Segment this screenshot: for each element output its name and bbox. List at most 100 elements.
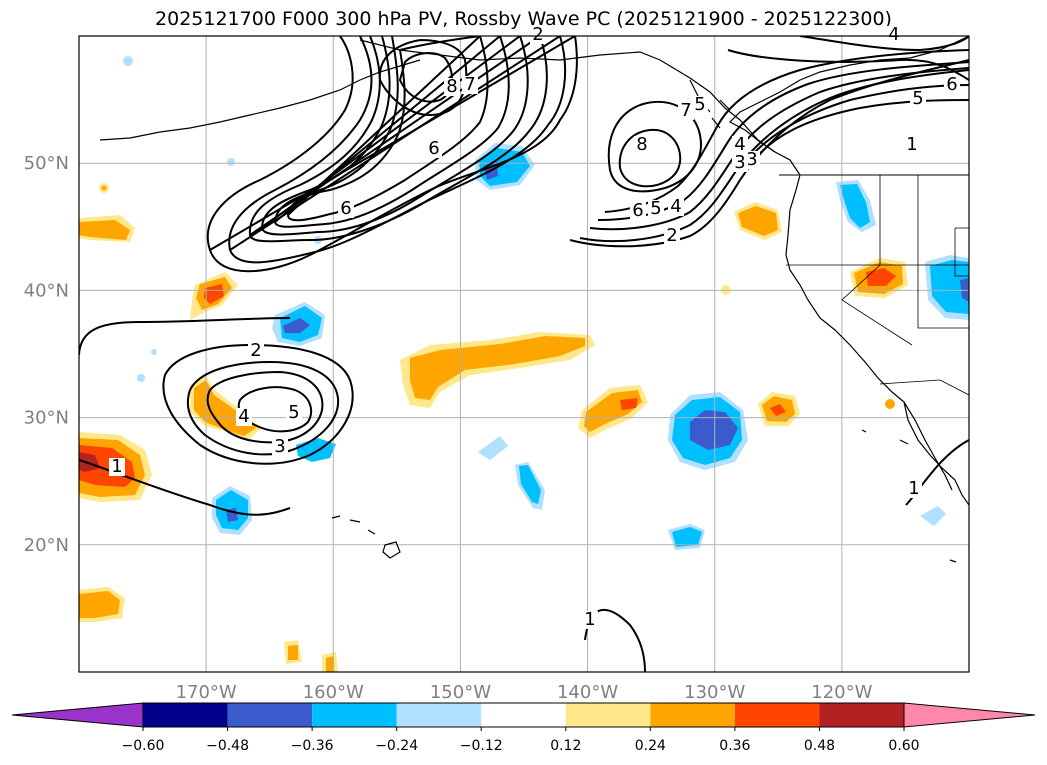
- contour-label: 4: [734, 134, 745, 155]
- colorbar-bin: [650, 703, 735, 727]
- contour-1-east: [727, 49, 969, 81]
- contour-east-top: [799, 36, 969, 52]
- contour-label: 5: [650, 198, 661, 219]
- us-state-border-2: [917, 175, 969, 329]
- shade-neg-f-mid: [840, 184, 870, 228]
- contour-label-bg: [630, 202, 646, 220]
- contour-label: 3: [274, 436, 285, 457]
- contour-label: 4: [888, 24, 899, 45]
- contour-label: 6: [340, 198, 351, 219]
- contour-label-bg: [286, 404, 302, 422]
- shade-dot-7: [137, 374, 145, 382]
- map-frame: [78, 35, 970, 673]
- colorbar-tick-label: −0.12: [460, 738, 503, 754]
- contour-label-bg: [678, 102, 694, 120]
- colorbar-extend-min: [11, 702, 144, 728]
- colorbar-bin: [396, 703, 482, 727]
- contour-label-bg: [582, 611, 598, 629]
- colorbar-extend-max: [903, 702, 1036, 728]
- contour-east-tight2: [747, 99, 969, 169]
- contour-label-bg: [910, 90, 926, 108]
- contour-label: 8: [446, 76, 457, 97]
- contour-1-n: [206, 36, 578, 273]
- colorbar-tick-label: 0.36: [719, 738, 750, 754]
- contour-label-bg: [668, 198, 684, 216]
- contour-label-bg: [886, 26, 902, 44]
- graticule: [79, 36, 969, 672]
- colorbar-bin: [734, 703, 820, 727]
- colorbar-tick-label: −0.36: [291, 738, 334, 754]
- shade-pos-b-core: [204, 284, 224, 304]
- colorbar-tick-label: 0.60: [888, 738, 919, 754]
- contour-label: 5: [694, 94, 705, 115]
- contour-label-bg: [248, 342, 264, 360]
- contour-label: 6: [632, 200, 643, 221]
- contour-2-ring: [162, 343, 354, 465]
- colorbar-bin: [819, 703, 904, 727]
- contour-label: 1: [584, 609, 595, 630]
- contour-5-n: [273, 36, 510, 228]
- contour-8-e: [618, 128, 682, 188]
- contour-4-n: [260, 36, 529, 236]
- lat-tick-label: 40°N: [24, 280, 69, 301]
- contour-6-e: [604, 49, 969, 213]
- shade-neg-k: [920, 506, 946, 526]
- colorbar-tick-label: 0.48: [804, 738, 835, 754]
- contour-4-ring: [206, 370, 324, 444]
- colorbar-bin: [481, 703, 566, 727]
- shade-pos-g-mid: [288, 645, 298, 660]
- shade-pos-a-core: [79, 220, 130, 240]
- lat-tick-label: 30°N: [24, 408, 69, 429]
- contour-label-bg: [634, 136, 650, 154]
- lon-tick-label: 140°W: [557, 682, 618, 703]
- contour-label-bg: [236, 408, 252, 426]
- colorbar-frame: [142, 702, 905, 728]
- lon-tick-label: 170°W: [176, 682, 237, 703]
- lat-tick-label: 50°N: [24, 153, 69, 174]
- contour-label-bg: [462, 76, 478, 94]
- colorbar-tick-label: −0.60: [122, 738, 165, 754]
- contour-7-n: [378, 39, 468, 117]
- contour-1-south: [79, 459, 291, 516]
- shade-pos-i-core: [620, 398, 638, 410]
- alaska-panhandle: [659, 59, 776, 153]
- colorbar-bin: [565, 703, 651, 727]
- shade-pos-k-mid: [738, 206, 778, 236]
- contour-label: 8: [636, 134, 647, 155]
- colorbar-tick-label: −0.48: [206, 738, 249, 754]
- baja-peninsula: [903, 401, 953, 491]
- contour-label-bg: [944, 76, 960, 94]
- contour-label-bg: [444, 78, 460, 96]
- shade-neg-j-mid: [672, 527, 702, 547]
- contour-label: 1: [111, 456, 122, 477]
- pv-contours: [79, 36, 969, 672]
- contour-label: 4: [238, 406, 249, 427]
- colorbar-bin: [227, 703, 313, 727]
- contour-label: 7: [680, 100, 691, 121]
- colorbar-tick-label: 0.12: [550, 738, 581, 754]
- shade-neg-g-mid: [930, 260, 969, 314]
- contour-label-bg: [426, 140, 442, 158]
- shade-pos-c-mid: [410, 336, 585, 400]
- contour-label-bg: [338, 200, 354, 218]
- contour-label: 6: [428, 138, 439, 159]
- contour-7-e: [607, 100, 702, 193]
- lon-tick-label: 130°W: [684, 682, 745, 703]
- contour-east-tight: [739, 84, 969, 171]
- colorbar-bin: [143, 703, 228, 727]
- pv-anomaly-shading: [79, 56, 969, 672]
- lon-tick-label: 120°W: [811, 682, 872, 703]
- colorbar-bin: [312, 703, 397, 727]
- shade-neg-e-core: [690, 410, 738, 450]
- contour-label-bg: [906, 480, 922, 498]
- shade-dot-4: [227, 158, 235, 166]
- hawaii-islands: [331, 515, 401, 559]
- contour-label-bg: [904, 136, 920, 154]
- shade-neg-h-mid: [519, 465, 541, 504]
- mexico-islands: [861, 429, 957, 563]
- shade-dot-2: [101, 185, 107, 191]
- contour-label: 3: [746, 149, 757, 170]
- us-state-border-4: [879, 379, 969, 396]
- contour-label: 1: [908, 478, 919, 499]
